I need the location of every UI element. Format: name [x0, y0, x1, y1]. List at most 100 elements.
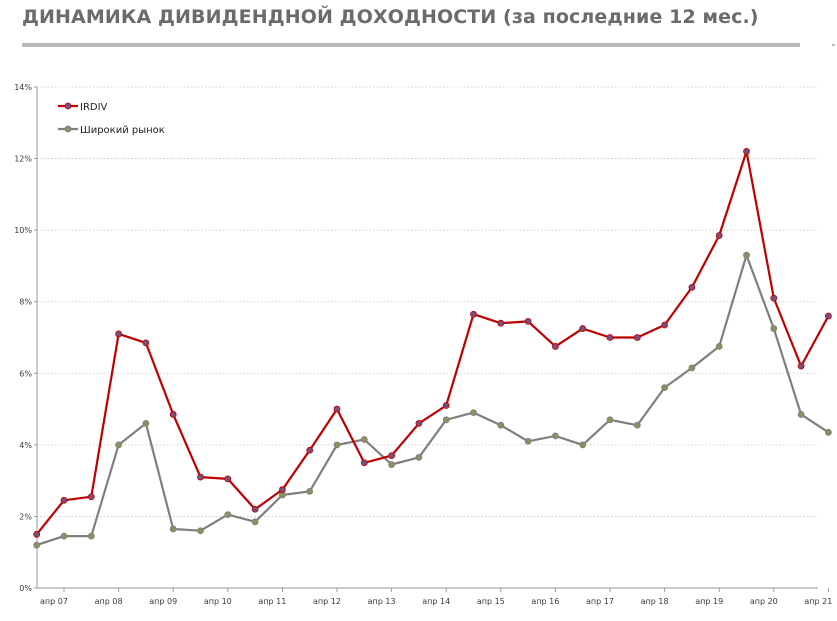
data-point-irdiv [442, 402, 450, 409]
y-tick-label: 6% [19, 369, 32, 378]
x-tick-label: апр 08 [95, 597, 123, 606]
x-tick-label: апр 15 [477, 597, 505, 606]
data-point-broad-market [552, 432, 559, 440]
data-point-broad-market [715, 343, 723, 350]
data-point-irdiv [470, 310, 477, 318]
data-point-irdiv [197, 473, 204, 481]
data-point-irdiv [825, 312, 832, 320]
data-point-irdiv [142, 339, 150, 347]
data-point-broad-market [497, 421, 505, 429]
data-point-broad-market [197, 527, 204, 535]
data-point-broad-market [470, 409, 477, 417]
data-point-broad-market [442, 416, 450, 424]
y-tick-label: 8% [19, 298, 32, 307]
data-point-broad-market [743, 251, 750, 259]
data-point-broad-market [333, 441, 341, 449]
data-point-irdiv [388, 452, 396, 459]
data-point-irdiv [715, 232, 723, 239]
data-point-irdiv [497, 319, 505, 327]
legend-swatch-marker [64, 125, 72, 133]
data-point-broad-market [797, 411, 805, 418]
data-point-broad-market [360, 436, 368, 443]
data-point-broad-market [60, 532, 68, 540]
x-tick-label: апр 11 [258, 597, 286, 606]
y-tick-label: 12% [14, 155, 32, 164]
data-point-irdiv [33, 530, 41, 538]
data-point-broad-market [251, 518, 259, 526]
y-tick-label: 14% [14, 83, 32, 92]
legend-swatch-marker [64, 102, 72, 110]
legend-item-broad-market: Широкий рынок [58, 125, 165, 136]
data-point-irdiv [333, 405, 341, 413]
data-point-broad-market [661, 384, 668, 392]
data-point-irdiv [579, 325, 587, 332]
data-point-broad-market [224, 511, 232, 519]
x-tick-label: апр 13 [368, 597, 396, 606]
data-point-broad-market [142, 419, 150, 427]
series-line-irdiv [35, 150, 830, 535]
data-point-irdiv [87, 493, 95, 501]
gridlines [37, 86, 818, 517]
data-point-irdiv [224, 475, 232, 483]
legend-label: Широкий рынок [80, 125, 165, 136]
data-point-broad-market [524, 437, 532, 445]
y-tick-labels: 0% 2% 4% 6% 8% 10% 12% 14% [14, 83, 37, 593]
page-title: ДИНАМИКА ДИВИДЕНДНОЙ ДОХОДНОСТИ (за посл… [22, 6, 759, 28]
legend: IRDIV Широкий рынок [58, 102, 165, 136]
data-point-irdiv [360, 459, 368, 467]
data-point-broad-market [87, 532, 95, 540]
data-point-irdiv [797, 362, 805, 370]
data-point-broad-market [306, 487, 314, 495]
y-tick-label: 10% [14, 226, 32, 235]
data-point-irdiv [743, 148, 750, 155]
data-point-irdiv [524, 317, 532, 325]
data-point-broad-market [688, 364, 696, 372]
series-line-broad-market [36, 254, 830, 547]
y-tick-label: 2% [19, 512, 32, 521]
x-tick-labels: апр 07 апр 08 апр 09 апр 10 апр 11 апр 12 апр … [40, 588, 832, 606]
x-tick-label: апр 21 [804, 597, 832, 606]
data-point-broad-market [33, 541, 41, 549]
data-point-irdiv [770, 294, 778, 302]
data-point-broad-market [169, 525, 177, 533]
x-tick-label: апр 12 [313, 597, 341, 606]
data-point-broad-market [606, 416, 614, 424]
data-point-irdiv [60, 496, 68, 504]
title-underline [22, 43, 800, 47]
series-broad-market [33, 251, 832, 549]
data-point-irdiv [306, 446, 314, 454]
y-tick-label: 4% [19, 441, 32, 450]
x-tick-label: апр 09 [149, 597, 177, 606]
legend-item-irdiv: IRDIV [58, 102, 108, 113]
data-point-irdiv [251, 505, 259, 513]
data-point-broad-market [415, 453, 423, 461]
title-underline-end [832, 44, 835, 46]
data-point-broad-market [115, 441, 122, 449]
data-point-irdiv [278, 486, 286, 493]
data-point-irdiv [633, 334, 641, 341]
series-irdiv [33, 148, 832, 538]
y-tick-label: 0% [19, 584, 32, 593]
data-point-broad-market [825, 428, 832, 436]
legend-label: IRDIV [80, 102, 108, 113]
x-tick-label: апр 16 [531, 597, 559, 606]
axes [36, 87, 818, 589]
data-point-broad-market [579, 441, 587, 449]
x-tick-label: апр 18 [641, 597, 669, 606]
series-layer [33, 148, 832, 549]
x-tick-label: апр 19 [695, 597, 723, 606]
data-point-irdiv [415, 419, 423, 427]
x-tick-label: апр 07 [40, 597, 68, 606]
x-tick-label: апр 14 [422, 597, 450, 606]
data-point-irdiv [169, 411, 177, 418]
data-point-broad-market [770, 325, 778, 332]
data-point-irdiv [688, 283, 696, 291]
data-point-broad-market [388, 461, 396, 468]
data-point-broad-market [633, 421, 641, 429]
data-point-irdiv [552, 343, 559, 350]
data-point-irdiv [661, 321, 668, 329]
x-tick-label: апр 10 [204, 597, 232, 606]
x-tick-label: апр 20 [750, 597, 778, 606]
x-tick-label: апр 17 [586, 597, 614, 606]
